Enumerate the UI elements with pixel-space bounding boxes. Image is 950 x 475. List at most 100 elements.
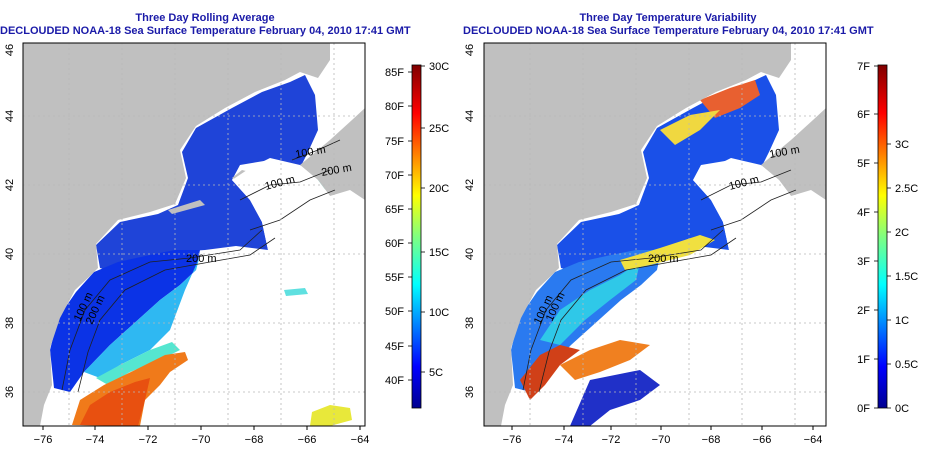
right-colorbar-label-c: 3C: [895, 139, 909, 151]
right-colorbar-label-c: 0C: [895, 403, 909, 415]
right-var-field-north: [700, 80, 760, 118]
right-var-field-mid: [540, 262, 640, 345]
right-lon-tick: −70: [652, 434, 671, 446]
right-lon-tick: −74: [555, 434, 574, 446]
right-colorbar: [877, 64, 888, 409]
right-map-frame: [483, 42, 827, 427]
right-lon-tick: −64: [804, 434, 823, 446]
right-colorbar-label-c: 0.5C: [895, 359, 918, 371]
right-colorbar-label-c: 1C: [895, 315, 909, 327]
left-sst-offshore-patch: [310, 405, 352, 426]
right-lon-tick: −66: [753, 434, 772, 446]
left-map-frame: [22, 42, 366, 427]
right-lat-tick: 46: [464, 44, 476, 56]
left-lon-axis: [42, 426, 361, 430]
left-colorbar-label-c: 25C: [429, 123, 449, 135]
right-land-us-coast: [484, 43, 791, 426]
left-colorbar-label-f: 70F: [385, 170, 404, 182]
left-grid: [23, 43, 365, 426]
right-var-offshore: [570, 370, 660, 426]
left-colorbar-label-f: 85F: [385, 67, 404, 79]
right-lat-tick: 38: [464, 317, 476, 329]
right-lon-axis: [511, 426, 814, 430]
right-lon-tick: −76: [503, 434, 522, 446]
right-var-field-low: [557, 75, 779, 275]
left-colorbar-label-f: 65F: [385, 204, 404, 216]
right-colorbar-label-c: 2C: [895, 227, 909, 239]
left-land-us-coast: [23, 43, 330, 426]
right-colorbar-label-f: 4F: [857, 207, 870, 219]
left-title-line1: Three Day Rolling Average: [135, 12, 275, 24]
left-lat-tick: 38: [4, 317, 16, 329]
left-map: [23, 43, 365, 426]
right-lon-tick: −68: [702, 434, 721, 446]
left-colorbar-label-f: 45F: [385, 341, 404, 353]
right-colorbar-label-c: 1.5C: [895, 271, 918, 283]
left-colorbar-label-f: 60F: [385, 238, 404, 250]
right-lat-tick: 44: [464, 110, 476, 122]
left-land-nova-scotia: [300, 108, 365, 200]
left-colorbar-label-c: 10C: [429, 307, 449, 319]
right-lat-tick: 42: [464, 179, 476, 191]
right-colorbar-label-f: 5F: [857, 158, 870, 170]
left-colorbar-label-c: 5C: [429, 367, 443, 379]
left-colorbar-label-c: 15C: [429, 247, 449, 259]
left-contour-label: 200 m: [320, 162, 352, 179]
left-lat-tick: 36: [4, 386, 16, 398]
right-title-line2: DECLOUDED NOAA-18 Sea Surface Temperatur…: [463, 25, 874, 37]
right-var-field-gulfstream2: [560, 340, 650, 380]
left-colorbar-label-f: 75F: [385, 136, 404, 148]
left-lat-tick: 46: [4, 44, 16, 56]
left-sst-shelf-water: [50, 250, 200, 392]
right-var-field-north2: [660, 110, 720, 145]
left-lat-tick: 44: [4, 110, 16, 122]
right-var-field-high: [620, 235, 715, 270]
right-bathymetry-contours: [522, 169, 797, 393]
left-colorbar-label-c: 20C: [429, 183, 449, 195]
left-sst-cold-water: [96, 75, 318, 275]
right-colorbar-label-f: 2F: [857, 305, 870, 317]
left-lon-tick: −68: [245, 434, 264, 446]
right-colorbar-label-c: 2.5C: [895, 183, 918, 195]
right-var-field-gulfstream: [520, 345, 580, 400]
left-lon-tick: −64: [351, 434, 370, 446]
left-colorbar-label-f: 50F: [385, 306, 404, 318]
left-sst-gulf-stream-core: [80, 378, 150, 426]
left-contour-label: 200 m: [186, 253, 217, 265]
left-lon-tick: −74: [86, 434, 105, 446]
right-colorbar-label-f: 3F: [857, 256, 870, 268]
left-sst-warm-slope: [96, 342, 180, 385]
right-lat-tick: 40: [464, 248, 476, 260]
right-colorbar-label-f: 7F: [857, 61, 870, 73]
left-sst-slope-water: [84, 256, 200, 378]
left-colorbar-label-f: 55F: [385, 272, 404, 284]
left-land-long-island: [168, 200, 205, 214]
left-lon-tick: −72: [139, 434, 158, 446]
right-title-line1: Three Day Temperature Variability: [579, 12, 757, 24]
right-contour-label: 200 m: [648, 253, 679, 265]
left-colorbar-label-f: 40F: [385, 375, 404, 387]
right-land-nova-scotia: [761, 108, 826, 200]
left-colorbar-ticks: [408, 65, 425, 381]
left-contour-label: 100 m: [294, 144, 326, 161]
left-lat-tick: 40: [4, 248, 16, 260]
right-contour-label: 100 m: [768, 144, 800, 161]
left-lon-tick: −70: [192, 434, 211, 446]
left-colorbar-label-f: 80F: [385, 101, 404, 113]
right-colorbar-label-f: 6F: [857, 109, 870, 121]
left-colorbar-label-c: 30C: [429, 61, 449, 73]
right-colorbar-label-f: 0F: [857, 403, 870, 415]
right-grid: [484, 43, 826, 426]
right-colorbar-label-f: 1F: [857, 354, 870, 366]
left-lon-tick: −66: [298, 434, 317, 446]
right-lat-tick: 36: [464, 386, 476, 398]
left-bathymetry-contours: [61, 139, 341, 393]
left-colorbar: [411, 64, 422, 409]
right-map: [484, 43, 826, 426]
right-lon-tick: −72: [602, 434, 621, 446]
left-title-line2: DECLOUDED NOAA-18 Sea Surface Temperatur…: [0, 25, 411, 37]
left-lon-tick: −76: [34, 434, 53, 446]
right-colorbar-ticks: [874, 65, 891, 409]
left-sst-small-patch: [284, 288, 308, 296]
